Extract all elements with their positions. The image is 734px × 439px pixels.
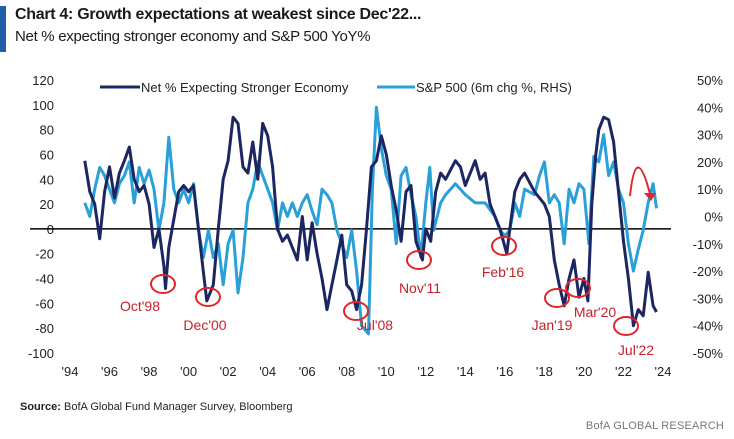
left-axis-tick-label: -60 <box>35 296 54 311</box>
left-axis-tick-label: -100 <box>28 346 54 361</box>
x-axis-tick-label: '00 <box>180 364 197 379</box>
legend-label-sp500: S&P 500 (6m chg %, RHS) <box>416 80 572 95</box>
left-axis-tick-label: 80 <box>40 123 54 138</box>
right-axis-tick-label: 40% <box>697 100 723 115</box>
x-axis-tick-label: '94 <box>62 364 79 379</box>
net-expecting-series-line <box>83 115 658 328</box>
right-axis-tick-label: 0% <box>704 210 723 225</box>
annotation-label: Dec'00 <box>183 317 226 333</box>
right-axis-tick-label: 30% <box>697 128 723 143</box>
x-axis-tick-label: '14 <box>457 364 474 379</box>
x-axis-tick-label: '12 <box>417 364 434 379</box>
annotation-circle <box>343 301 369 321</box>
left-axis-tick-label: 120 <box>32 73 54 88</box>
x-axis-tick-label: '20 <box>575 364 592 379</box>
x-axis-tick-label: '10 <box>378 364 395 379</box>
title-accent-bar <box>0 6 6 52</box>
left-axis-tick-label: -40 <box>35 272 54 287</box>
x-axis-tick-label: '24 <box>655 364 672 379</box>
annotation-circle <box>491 236 517 256</box>
trend-arrow-arc <box>629 166 651 197</box>
annotation-circle <box>565 278 591 298</box>
x-axis-tick-label: '04 <box>259 364 276 379</box>
right-axis-tick-label: -10% <box>693 237 724 252</box>
x-axis-tick-label: '96 <box>101 364 118 379</box>
annotation-label: Oct'98 <box>120 298 160 314</box>
right-axis-tick-label: -40% <box>693 319 724 334</box>
annotation-circle <box>544 288 570 308</box>
chart-title: Chart 4: Growth expectations at weakest … <box>15 6 422 23</box>
source-note: Source: BofA Global Fund Manager Survey,… <box>20 401 293 413</box>
legend-label-net: Net % Expecting Stronger Economy <box>141 80 349 95</box>
left-axis-tick-label: -80 <box>35 321 54 336</box>
annotation-label: Jul'22 <box>618 342 654 358</box>
annotation-label: Jul'08 <box>357 317 393 333</box>
annotation-label: Nov'11 <box>399 280 441 296</box>
annotation-label: Mar'20 <box>574 304 617 320</box>
right-axis-tick-label: 20% <box>697 155 723 170</box>
x-axis-tick-label: '02 <box>220 364 237 379</box>
right-axis-tick-label: -30% <box>693 291 724 306</box>
source-label: Source: <box>20 401 61 413</box>
sp500-series-line <box>83 105 658 336</box>
annotation-circle <box>150 274 176 294</box>
source-text: BofA Global Fund Manager Survey, Bloombe… <box>64 401 293 413</box>
x-axis-tick-label: '18 <box>536 364 553 379</box>
right-axis-tick-label: 50% <box>697 73 723 88</box>
annotation-circle <box>613 316 639 336</box>
right-axis-tick-label: 10% <box>697 182 723 197</box>
annotation-label: Feb'16 <box>482 264 525 280</box>
annotation-circle <box>195 287 221 307</box>
chart-subtitle: Net % expecting stronger economy and S&P… <box>15 28 371 45</box>
left-axis-tick-label: 20 <box>40 197 54 212</box>
right-axis-tick-label: -50% <box>693 346 724 361</box>
left-axis-tick-label: 40 <box>40 172 54 187</box>
annotation-circle <box>406 250 432 270</box>
x-axis-tick-label: '08 <box>338 364 355 379</box>
x-axis-tick-label: '06 <box>299 364 316 379</box>
left-axis-tick-label: -20 <box>35 247 54 262</box>
annotation-label: Jan'19 <box>532 317 573 333</box>
x-axis-tick-label: '22 <box>615 364 632 379</box>
x-axis-tick-label: '98 <box>141 364 158 379</box>
footer-brand: BofA GLOBAL RESEARCH <box>585 420 724 432</box>
left-axis-tick-label: 100 <box>32 98 54 113</box>
arrow-head-icon <box>644 193 656 201</box>
x-axis-tick-label: '16 <box>496 364 513 379</box>
right-axis-tick-label: -20% <box>693 264 724 279</box>
left-axis-tick-label: 60 <box>40 147 54 162</box>
